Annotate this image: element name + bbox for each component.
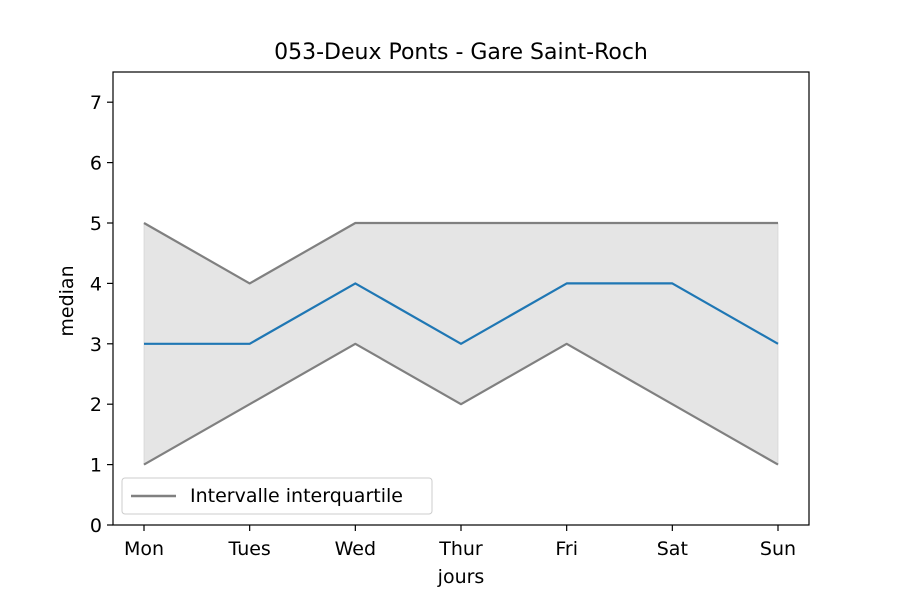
legend-box (121, 477, 433, 515)
legend: Intervalle interquartile (121, 477, 433, 515)
chart-title: 053-Deux Ponts - Gare Saint-Roch (274, 40, 648, 65)
y-tick-label: 4 (90, 273, 102, 295)
series-line-median (144, 282, 779, 345)
x-tick-label: Mon (124, 538, 164, 560)
x-tick-label: Sun (760, 538, 796, 560)
plot-area (143, 221, 779, 466)
x-tick-label: Fri (555, 538, 578, 560)
y-tick-label: 2 (90, 394, 102, 416)
y-tick-label: 3 (90, 334, 102, 356)
y-tick-label: 6 (90, 153, 102, 175)
legend-label-iqr: Intervalle interquartile (190, 485, 403, 507)
x-tick-label: Sat (657, 538, 688, 560)
series-line-q1 (143, 342, 779, 466)
x-axis-ticks: Mon Tues Wed Thur Fri Sat Sun (124, 525, 796, 560)
series-line-q3 (143, 221, 778, 285)
x-axis-label: jours (437, 566, 485, 588)
x-tick-label: Tues (227, 538, 270, 560)
y-tick-label: 7 (90, 92, 102, 114)
y-axis-label: median (56, 265, 78, 336)
y-tick-label: 5 (90, 213, 102, 235)
x-tick-label: Thur (438, 538, 483, 560)
x-tick-label: Wed (335, 538, 376, 560)
y-tick-label: 0 (90, 515, 102, 537)
y-axis-ticks: 0 1 2 3 4 5 6 7 (90, 92, 113, 537)
y-tick-label: 1 (90, 455, 102, 477)
